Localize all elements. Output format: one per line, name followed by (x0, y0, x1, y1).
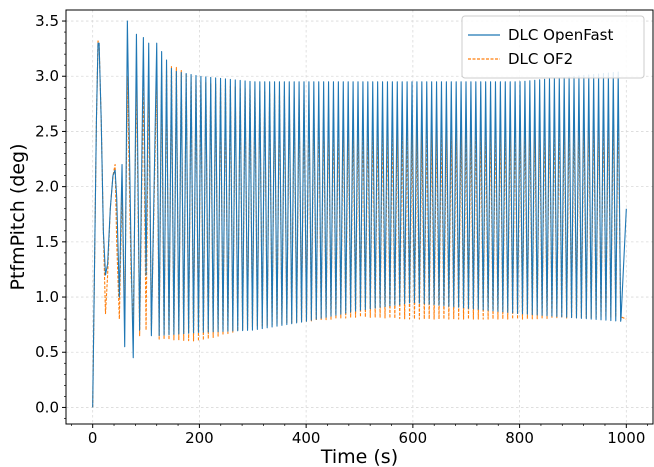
legend-box (461, 15, 645, 79)
legend-label-openfast: DLC OpenFast (508, 26, 613, 44)
x-tick-label: 800 (505, 429, 534, 447)
x-tick-label: 0 (88, 429, 98, 447)
legend: DLC OpenFast DLC OF2 (461, 15, 645, 79)
x-tick-label: 600 (399, 429, 428, 447)
x-tick-label: 400 (292, 429, 321, 447)
x-tick-label: 1000 (607, 429, 645, 447)
tick-marks (62, 20, 649, 428)
x-tick-labels: 0 200 400 600 800 1000 (88, 429, 646, 447)
y-tick-label: 1.5 (35, 233, 59, 251)
y-tick-label: 1.0 (35, 288, 59, 306)
y-tick-label: 2.5 (35, 122, 59, 140)
series-layer (92, 20, 627, 408)
y-axis-label: PtfmPitch (deg) (7, 143, 29, 290)
legend-label-of2: DLC OF2 (508, 50, 573, 68)
x-tick-label: 200 (185, 429, 214, 447)
y-tick-label: 3.5 (35, 12, 59, 30)
series-line-openfast (92, 20, 627, 408)
x-axis-label: Time (s) (320, 446, 398, 467)
y-tick-label: 0.5 (35, 343, 59, 361)
y-tick-label: 3.0 (35, 67, 59, 85)
y-tick-labels: 0.0 0.5 1.0 1.5 2.0 2.5 3.0 3.5 (35, 12, 59, 416)
plot-frame (65, 9, 654, 425)
y-tick-label: 0.0 (35, 398, 59, 416)
y-tick-label: 2.0 (35, 178, 59, 196)
